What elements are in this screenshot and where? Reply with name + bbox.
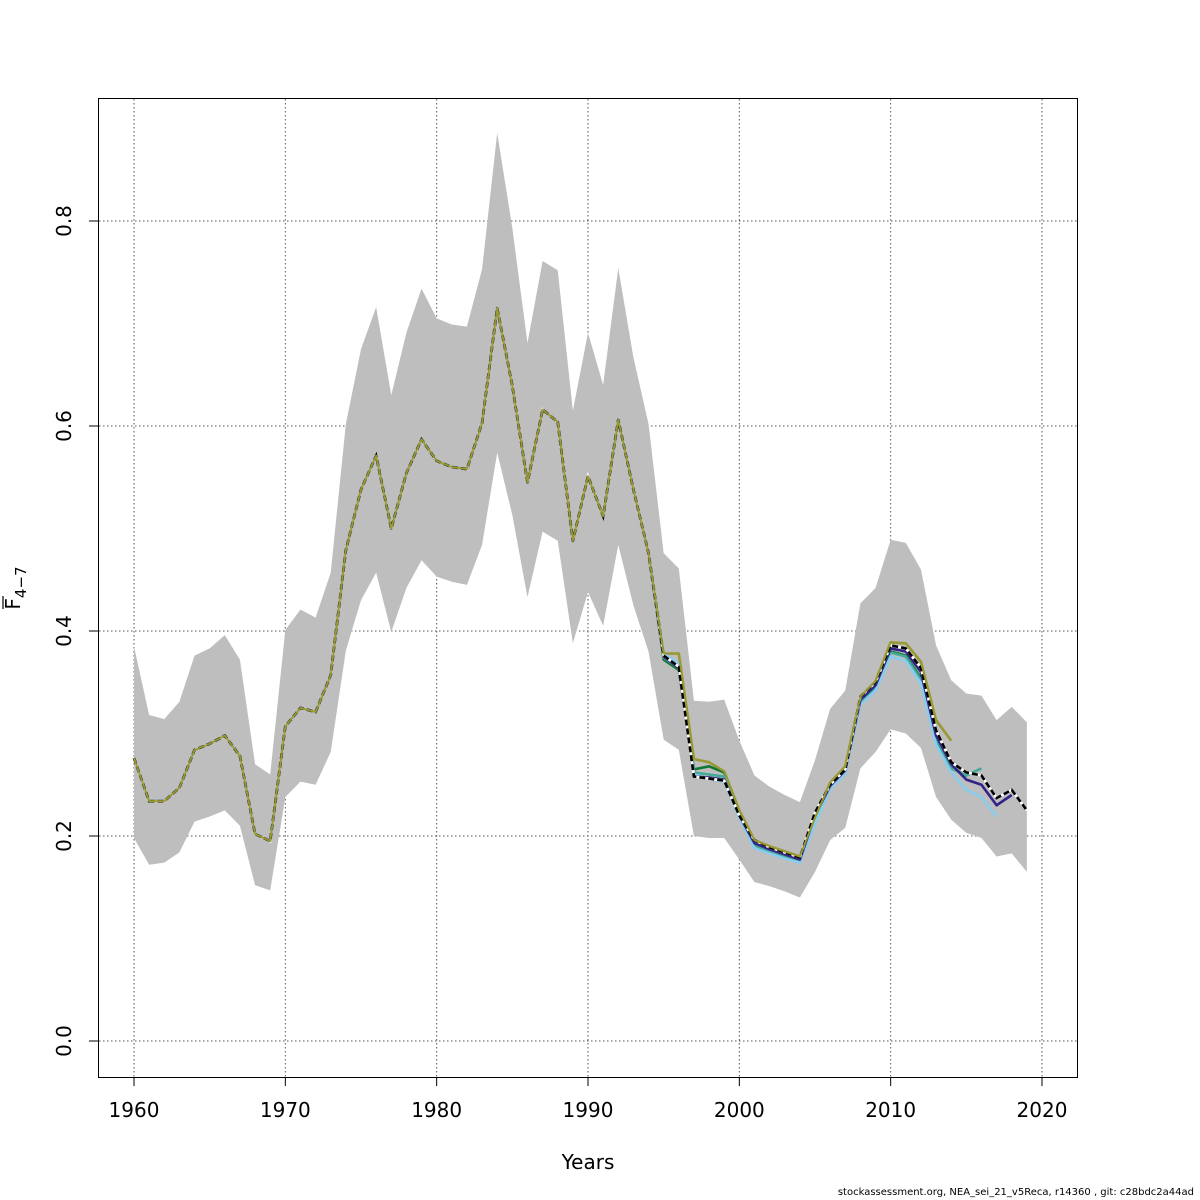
y-tick-label: 0.2 [52,820,76,852]
x-tick-label: 1990 [563,1098,614,1122]
x-tick-label: 2020 [1017,1098,1068,1122]
confidence-band-area [134,132,1027,898]
x-axis-label: Years [561,1150,615,1174]
series-lines [132,306,1028,864]
y-axis-label: F4−7 [1,566,30,609]
footer-credit: stockassessment.org, NEA_sei_21_v5Reca, … [837,1187,1194,1198]
axes: 1960 1970 1980 1990 2000 2010 2020 0.0 0.2 0.4 0.6… [52,205,1067,1122]
retro-line-2014-top [133,307,953,858]
svg-text:F4−7: F4−7 [1,566,30,609]
y-tick-label: 0.4 [52,615,76,647]
x-tick-label: 2010 [865,1098,916,1122]
x-tick-label: 1980 [411,1098,462,1122]
y-tick-label: 0.0 [52,1025,76,1057]
y-axis-label-main: F [1,598,25,610]
y-tick-label: 0.8 [52,205,76,237]
x-tick-label: 1960 [109,1098,160,1122]
confidence-band [134,132,1027,898]
x-tick-label: 2000 [714,1098,765,1122]
y-tick-label: 0.6 [52,410,76,442]
x-tick-label: 1970 [260,1098,311,1122]
y-axis-label-subscript: 4−7 [12,566,30,598]
